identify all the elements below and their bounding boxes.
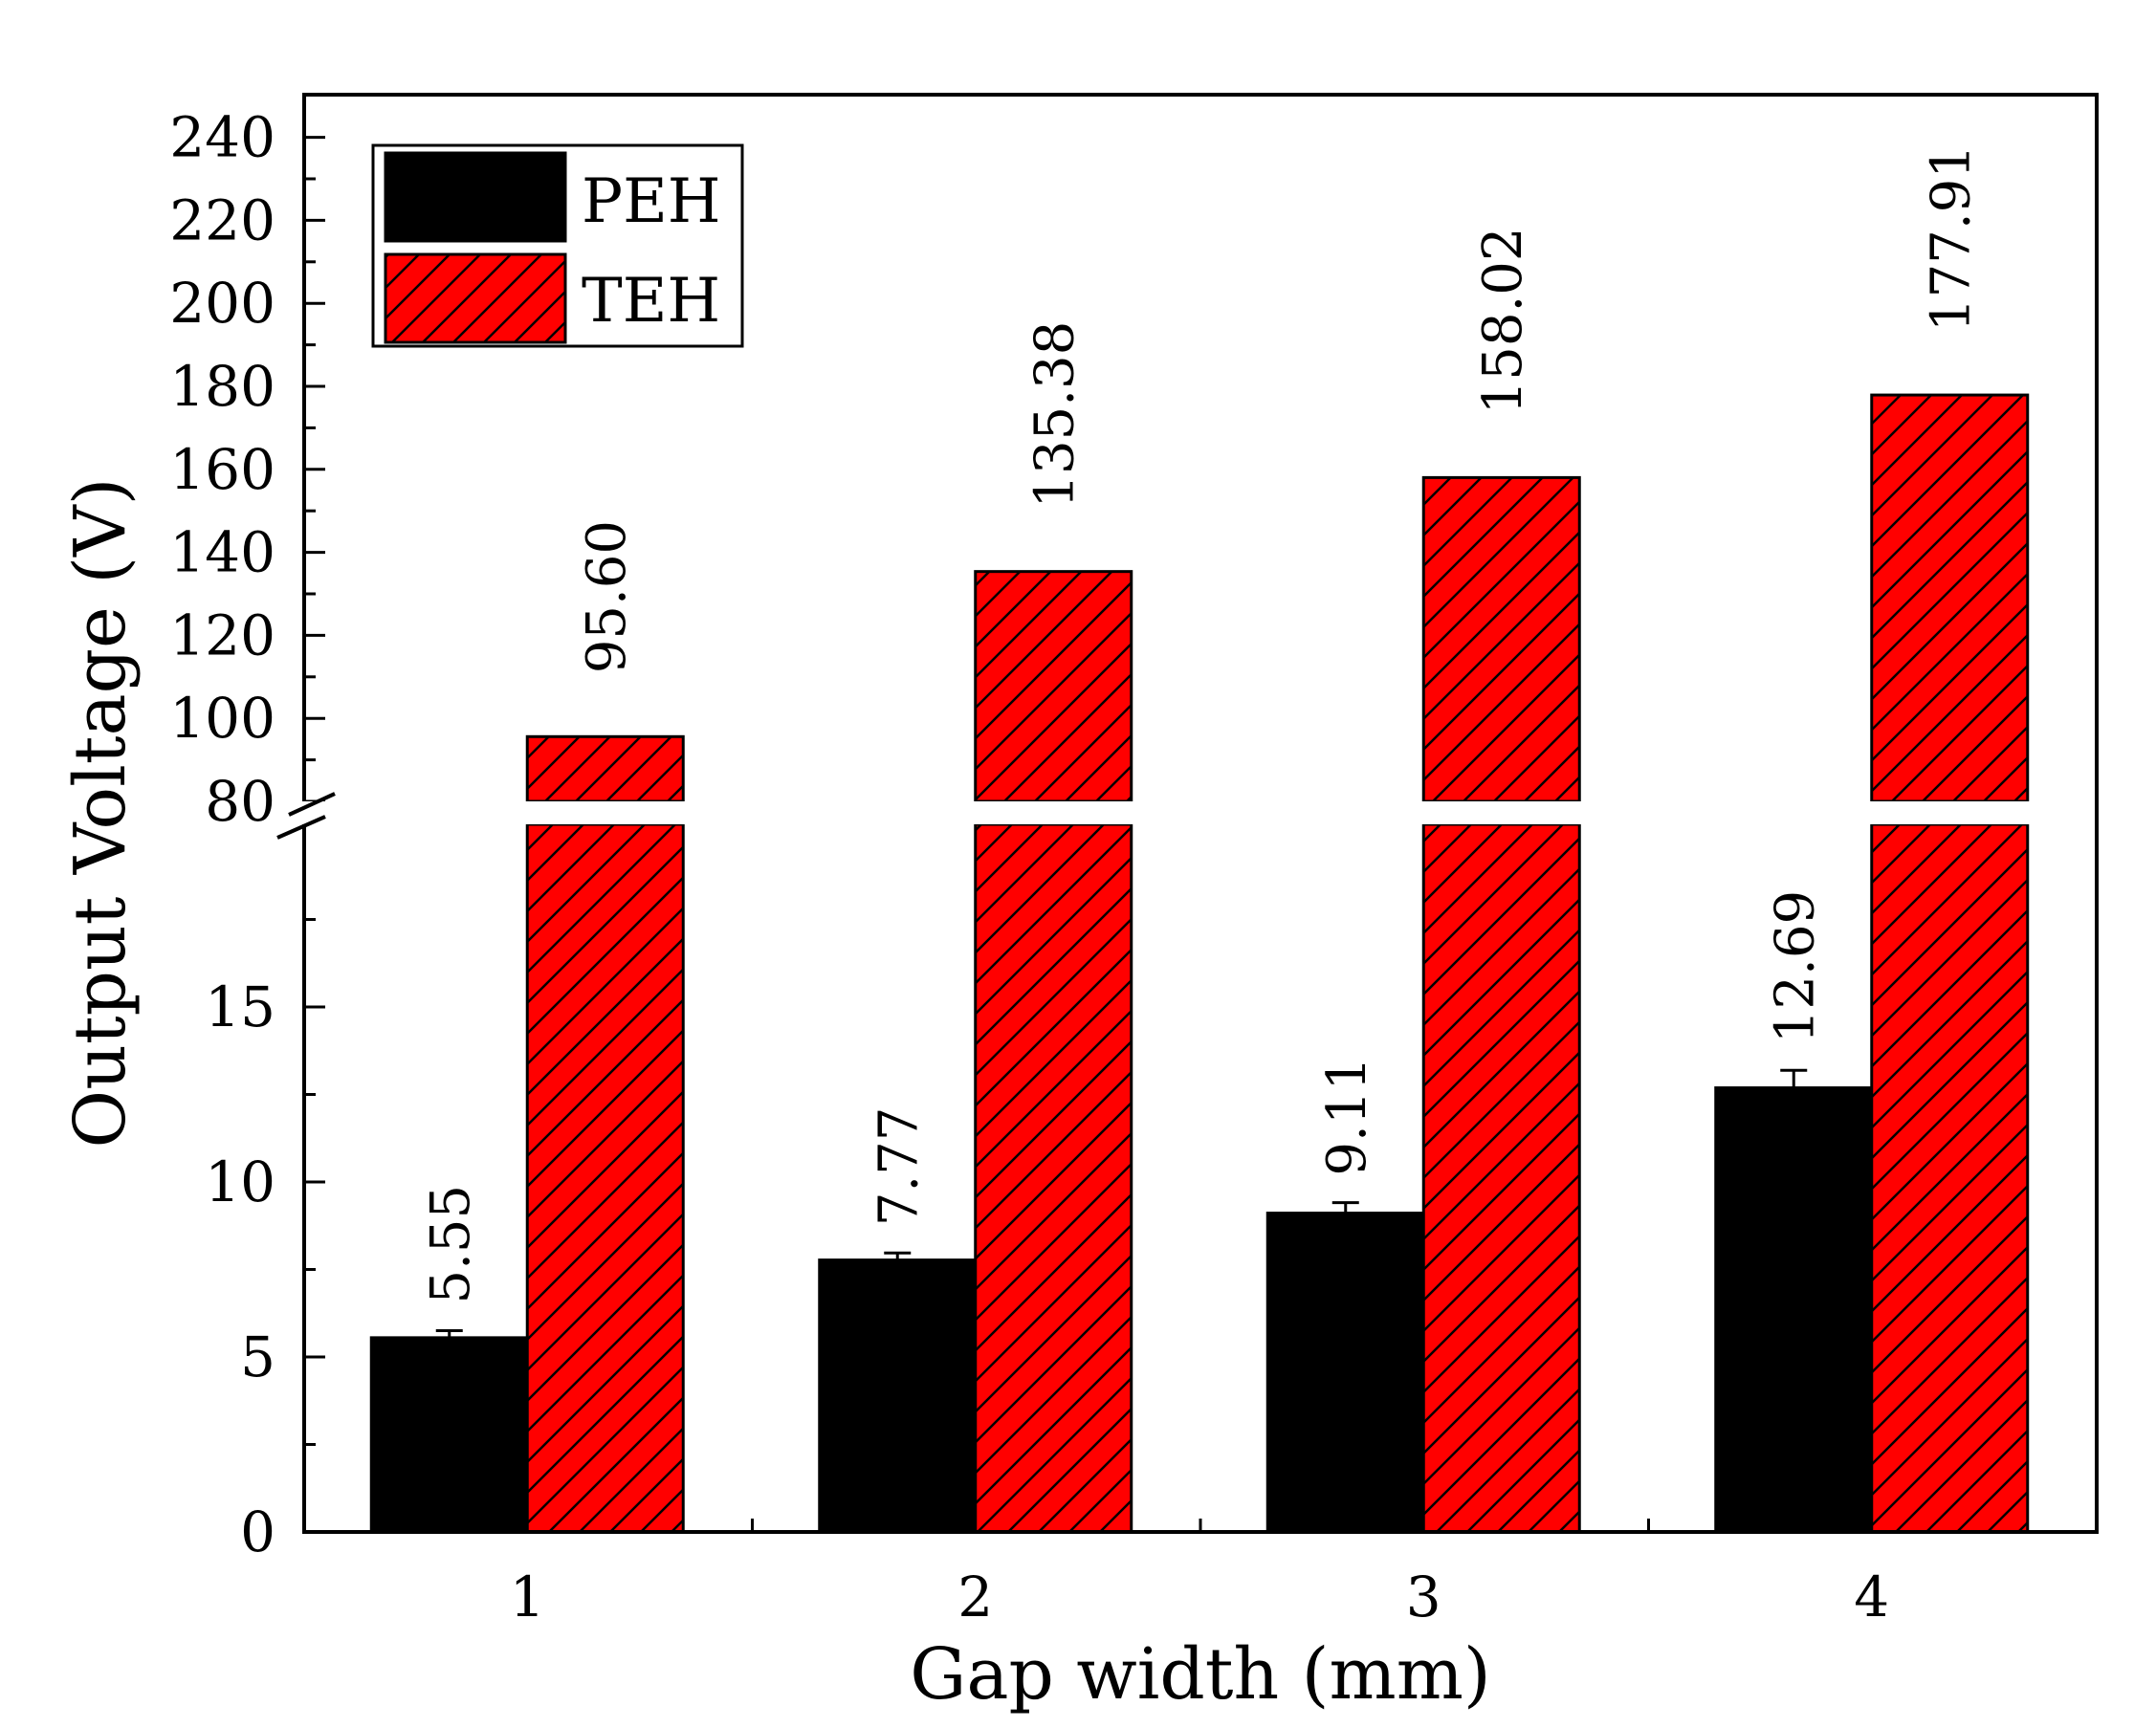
y-tick-label-180: 180 [169, 354, 275, 419]
legend-swatch-peh [384, 151, 567, 243]
data-label-teh-4: 177.91 [1920, 144, 1982, 332]
bar-peh-1 [369, 1336, 529, 1534]
y-tick-label-0: 0 [240, 1499, 275, 1564]
data-label-teh-1: 95.60 [576, 520, 638, 673]
y-tick-label-10: 10 [205, 1149, 275, 1214]
x-tick-label-3: 3 [1406, 1564, 1441, 1630]
y-tick-label-200: 200 [169, 271, 275, 336]
legend: PEH TEH [371, 143, 744, 348]
plot-area: 5.55 95.60 7.77 135.38 9.11 158.02 12.69 177.91 [369, 144, 2030, 1534]
bar-teh-lower-3 [1421, 822, 1581, 1534]
axes-ticks: 1 2 3 4 0 5 10 15 80 100 120 140 160 180 200 220 240 [169, 105, 2099, 1630]
bar-teh-upper-1 [525, 734, 685, 803]
y-tick-label-140: 140 [169, 520, 275, 585]
x-axis-title: Gap width (mm) [910, 1633, 1491, 1716]
y-tick-label-5: 5 [240, 1324, 275, 1389]
y-tick-label-120: 120 [169, 602, 275, 667]
y-tick-label-100: 100 [169, 686, 275, 751]
bar-teh-lower-2 [974, 822, 1133, 1534]
y-axis-title: Output Voltage (V) [59, 478, 142, 1148]
bar-teh-upper-4 [1870, 393, 2030, 803]
data-label-peh-4: 12.69 [1764, 890, 1826, 1043]
bar-teh-lower-1 [525, 822, 685, 1534]
y-tick-label-160: 160 [169, 437, 275, 502]
legend-label-teh: TEH [582, 266, 720, 337]
legend-swatch-teh [384, 252, 567, 344]
bar-peh-3 [1265, 1212, 1425, 1534]
data-label-teh-3: 158.02 [1472, 227, 1534, 414]
x-tick-label-1: 1 [510, 1564, 545, 1630]
bar-teh-lower-4 [1870, 822, 2030, 1534]
axis-break-mark-bottom [276, 815, 326, 840]
bar-peh-4 [1714, 1086, 1874, 1534]
bar-teh-upper-2 [974, 570, 1133, 803]
axis-break [276, 792, 2099, 840]
data-label-peh-2: 7.77 [868, 1107, 930, 1227]
y-tick-label-220: 220 [169, 187, 275, 252]
legend-label-peh: PEH [582, 166, 721, 237]
axis-break-mark-top [288, 792, 336, 817]
y-tick-label-80: 80 [205, 769, 275, 834]
data-label-teh-2: 135.38 [1023, 321, 1086, 509]
x-tick-label-4: 4 [1854, 1564, 1889, 1630]
bar-teh-upper-3 [1421, 475, 1581, 803]
data-label-peh-3: 9.11 [1316, 1057, 1378, 1176]
bar-peh-2 [818, 1258, 978, 1534]
x-tick-label-2: 2 [957, 1564, 993, 1630]
y-tick-label-240: 240 [169, 105, 275, 170]
axis-break-gap [287, 801, 2099, 824]
y-tick-label-15: 15 [205, 974, 275, 1039]
data-label-peh-1: 5.55 [420, 1185, 482, 1304]
